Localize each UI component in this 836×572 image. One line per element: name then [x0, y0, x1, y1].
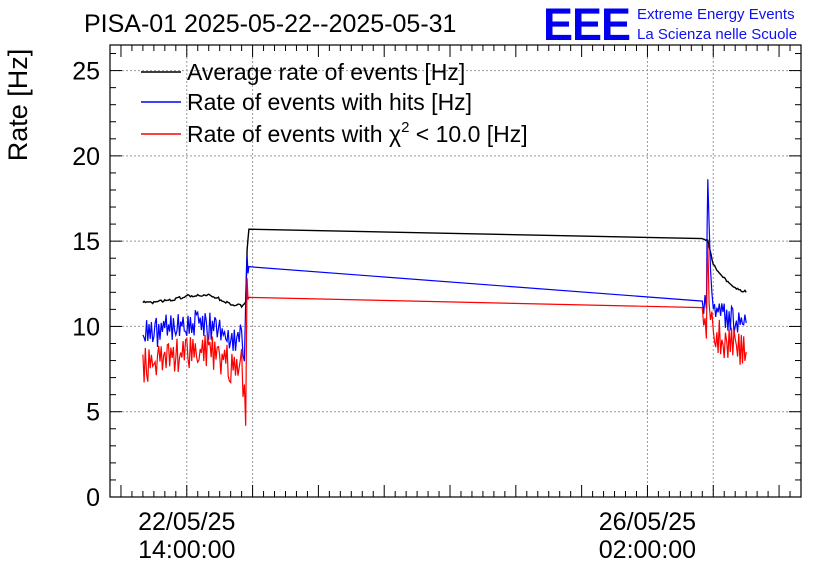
- x-tick-label-time: 14:00:00: [138, 536, 235, 564]
- logo-caption-line2: La Scienza nelle Scuole: [637, 26, 798, 43]
- y-tick-label: 15: [72, 228, 100, 256]
- eee-logo: EEE: [543, 0, 631, 50]
- series-line-average: [142, 228, 747, 309]
- legend-label-hits: Rate of events with hits [Hz]: [187, 89, 472, 115]
- series-line-hits: [142, 179, 747, 362]
- legend-label-average: Average rate of events [Hz]: [187, 59, 465, 85]
- y-tick-label: 25: [72, 58, 100, 86]
- y-axis-label: Rate [Hz]: [3, 49, 33, 162]
- plot-frame: [109, 44, 802, 498]
- x-tick-label-time: 02:00:00: [599, 536, 696, 564]
- legend-label-chi2: Rate of events with χ2 < 10.0 [Hz]: [187, 119, 528, 147]
- y-tick-label: 0: [86, 484, 100, 512]
- y-tick-label: 5: [86, 399, 100, 427]
- chart-title: PISA-01 2025-05-22--2025-05-31: [84, 10, 457, 38]
- x-tick-label-date: 26/05/25: [599, 508, 696, 536]
- y-tick-label: 10: [72, 313, 100, 341]
- y-tick-label: 20: [72, 143, 100, 171]
- logo-caption: Extreme Energy Events La Scienza nelle S…: [637, 5, 797, 45]
- logo-caption-line1: Extreme Energy Events: [637, 6, 795, 23]
- series-line-chi2: [142, 243, 747, 426]
- x-tick-label-date: 22/05/25: [138, 508, 235, 536]
